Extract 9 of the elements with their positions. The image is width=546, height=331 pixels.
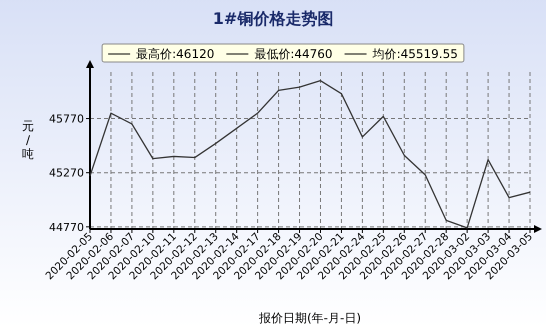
y-axis-title: 元/吨	[22, 119, 34, 161]
text: 最低价:44760	[254, 47, 333, 61]
text: 均价:45519.55	[372, 47, 458, 61]
y-tick-label: 44770	[49, 220, 84, 234]
y-tick-label: 45770	[49, 112, 84, 126]
chart-title: 1#铜价格走势图	[212, 9, 334, 28]
y-tick-label: 45270	[49, 166, 84, 180]
x-axis-title: 报价日期(年-月-日)	[258, 311, 362, 325]
text: 最高价:46120	[136, 47, 214, 61]
